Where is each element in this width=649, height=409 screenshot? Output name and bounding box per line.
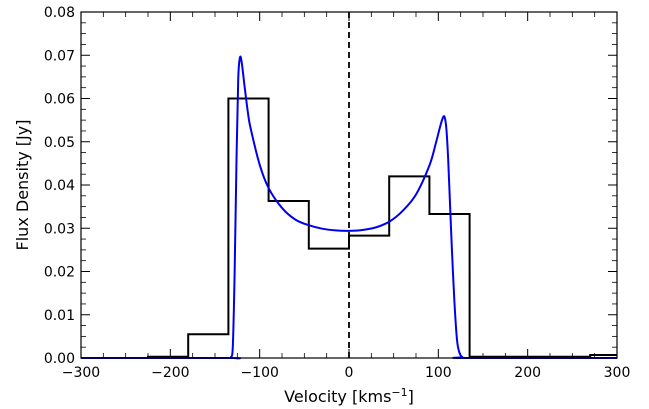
model-profile-curve — [80, 55, 618, 360]
y-tick-label: 0.00 — [44, 351, 75, 367]
x-axis-label-main: Velocity [kms — [284, 387, 391, 406]
y-tick-label: 0.03 — [44, 221, 75, 237]
series-layer — [80, 55, 618, 360]
y-tick-label: 0.06 — [44, 92, 75, 108]
y-tick-label: 0.05 — [44, 135, 75, 151]
y-tick-label: 0.02 — [44, 265, 75, 281]
x-tick-label: 100 — [425, 365, 452, 381]
x-tick-label: −100 — [240, 365, 278, 381]
x-tick-label: 200 — [514, 365, 541, 381]
x-axis-label: Velocity [kms−1] — [284, 386, 414, 406]
x-axis-label-superscript: −1 — [391, 386, 407, 399]
x-tick-label: −300 — [62, 365, 100, 381]
x-axis-label-end: ] — [408, 387, 414, 406]
observed-spectrum-histogram — [81, 97, 617, 359]
x-tick-label: 300 — [604, 365, 631, 381]
plot-frame — [80, 11, 618, 359]
x-tick-label: 0 — [345, 365, 354, 381]
y-tick-label: 0.08 — [44, 5, 75, 21]
y-tick-label: 0.01 — [44, 308, 75, 324]
y-tick-labels: 0.00 0.01 0.02 0.03 0.04 0.05 0.06 0.07 0.08 — [44, 5, 75, 367]
y-axis-label: Flux Density [Jy] — [13, 120, 32, 251]
x-tick-labels: −300 −200 −100 0 100 200 300 — [62, 365, 631, 381]
x-tick-label: −200 — [151, 365, 189, 381]
y-tick-label: 0.07 — [44, 48, 75, 64]
y-tick-label: 0.04 — [44, 178, 75, 194]
